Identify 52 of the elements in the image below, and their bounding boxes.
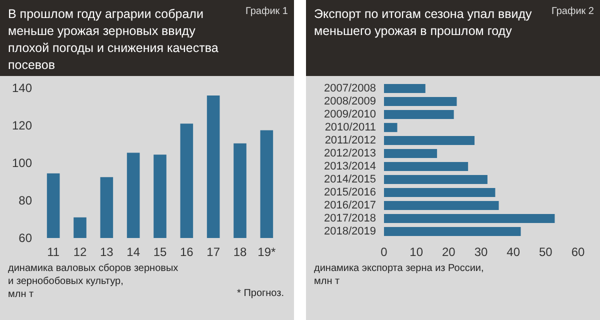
text: График 2 [551,6,594,17]
bar [384,136,475,146]
text: График 1 [245,6,288,17]
y-tick-label: 2015/2016 [324,186,376,198]
bar [384,226,521,236]
chart-title: В прошлом году аграрии собрали меньше урожая зерновых ввиду плохой погоды и снижения качества посевов [8,7,218,72]
y-tick-label: 120 [12,118,32,132]
x-tick-label: 0 [380,245,388,259]
y-tick-label: 2014/2015 [324,174,376,186]
x-tick-label: 30 [474,245,488,259]
x-tick-label: 19* [258,245,276,259]
x-tick-label: 17 [206,245,220,259]
y-tick-label: 2017/2018 [324,212,376,224]
bar [384,84,426,94]
bar [384,162,468,172]
y-tick-label: 2018/2019 [324,226,376,238]
x-tick-label: 15 [153,245,167,259]
bar [384,110,454,120]
x-tick-label: 20 [442,245,456,259]
bar [384,188,496,198]
bar [384,122,398,132]
x-axis-title: динамика экспорта зерна из России, млн т [314,262,484,288]
y-tick-label: 60 [18,231,32,245]
x-tick-label: 11 [47,245,60,259]
y-tick-label: 140 [12,81,32,95]
y-tick-label: 2010/2011 [324,122,376,134]
chart-title: Экспорт по итогам сезона упал ввиду меньшего урожая в прошлом году [314,7,532,38]
bar [384,174,488,184]
bar [384,148,438,158]
x-tick-label: 13 [100,245,114,259]
y-tick-label: 2011/2012 [324,134,376,146]
text: * Прогноз. [237,288,284,299]
x-tick-label: 10 [410,245,424,259]
y-tick-label: 2016/2017 [324,200,376,212]
bar [384,214,555,224]
y-tick-label: 2008/2009 [324,96,376,108]
x-axis-title: динамика валовых сборов зерновых и зернобобовых культур, млн т [8,262,178,301]
bar [384,96,457,106]
y-tick-label: 2009/2010 [324,108,376,120]
x-tick-label: 60 [571,245,585,259]
x-tick-label: 16 [180,245,194,259]
y-tick-label: 2007/2008 [324,82,376,94]
y-tick-label: 80 [18,194,32,208]
y-tick-label: 2012/2013 [324,148,376,160]
bar [384,200,499,210]
x-tick-label: 12 [73,245,87,259]
x-tick-label: 18 [233,245,247,259]
y-tick-label: 100 [12,156,32,170]
x-tick-label: 40 [506,245,520,259]
x-tick-label: 14 [126,245,140,259]
y-tick-label: 2013/2014 [324,160,376,172]
x-tick-label: 50 [538,245,553,259]
